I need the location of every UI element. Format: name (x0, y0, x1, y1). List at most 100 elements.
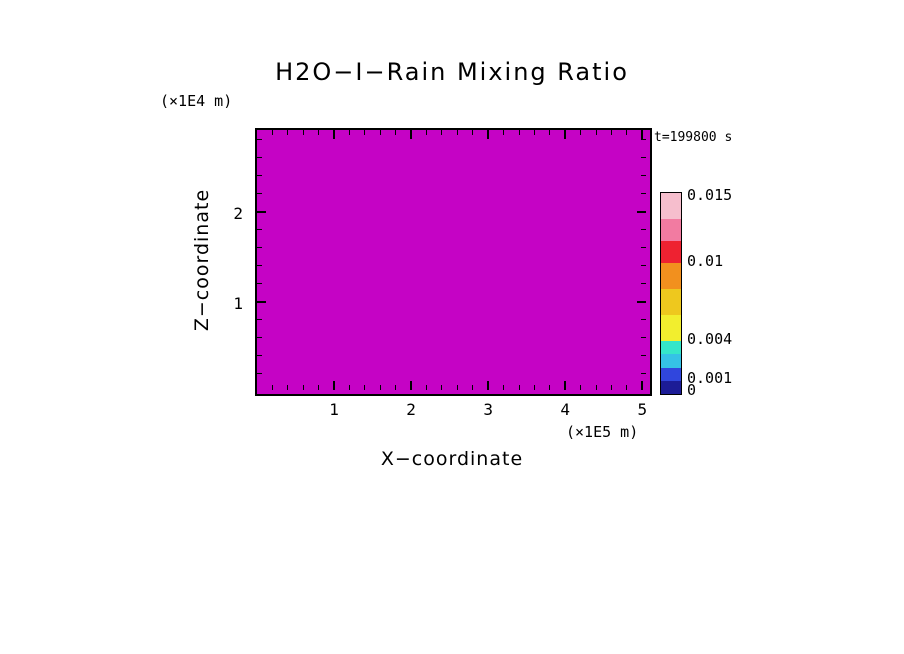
tick-mark (395, 130, 397, 135)
tick-mark (271, 385, 273, 390)
tick-mark (410, 130, 413, 139)
colorbar-label: 0 (687, 381, 697, 399)
plot-area (255, 128, 652, 396)
tick-mark (580, 130, 582, 135)
tick-mark (257, 175, 262, 177)
tick-mark (641, 175, 646, 177)
tick-mark (610, 130, 612, 135)
timestamp-label: t=199800 s (654, 130, 733, 145)
tick-mark (641, 283, 646, 285)
tick-mark (503, 385, 505, 390)
tick-mark (271, 130, 273, 135)
tick-mark (333, 130, 336, 139)
tick-mark (503, 130, 505, 135)
tick-mark (637, 210, 646, 213)
tick-mark (641, 337, 646, 339)
x-tick-label: 4 (560, 400, 571, 419)
colorbar-segment (661, 315, 681, 341)
tick-mark (441, 130, 443, 135)
tick-mark (257, 300, 266, 303)
colorbar-label: 0.01 (687, 252, 724, 270)
colorbar-segment (661, 354, 681, 368)
tick-mark (257, 319, 262, 321)
tick-mark (549, 385, 551, 390)
colorbar-label: 0.004 (687, 330, 733, 348)
y-axis-title-text: Z−coordinate (191, 188, 213, 332)
colorbar-segment (661, 219, 681, 241)
tick-mark (441, 385, 443, 390)
tick-mark (610, 385, 612, 390)
tick-mark (641, 229, 646, 231)
tick-mark (564, 381, 567, 390)
tick-mark (257, 210, 266, 213)
tick-mark (287, 385, 289, 390)
x-tick-label: 5 (637, 400, 648, 419)
tick-mark (641, 319, 646, 321)
tick-mark (626, 385, 628, 390)
tick-mark (595, 385, 597, 390)
tick-mark (302, 130, 304, 135)
tick-mark (257, 193, 262, 195)
tick-mark (637, 300, 646, 303)
tick-mark (518, 130, 520, 135)
tick-mark (257, 229, 262, 231)
tick-mark (333, 381, 336, 390)
tick-mark (379, 385, 381, 390)
tick-mark (456, 385, 458, 390)
colorbar-segment (661, 193, 681, 219)
colorbar-segment (661, 289, 681, 315)
y-axis-title: Z−coordinate (188, 128, 216, 392)
tick-mark (641, 139, 646, 141)
tick-mark (257, 247, 262, 249)
tick-mark (348, 130, 350, 135)
tick-mark (580, 385, 582, 390)
tick-mark (348, 385, 350, 390)
tick-mark (641, 355, 646, 357)
tick-mark (257, 265, 262, 267)
tick-mark (456, 130, 458, 135)
tick-mark (549, 130, 551, 135)
tick-mark (302, 385, 304, 390)
tick-mark (426, 130, 428, 135)
tick-mark (564, 130, 567, 139)
x-tick-label: 3 (483, 400, 493, 419)
tick-mark (533, 130, 535, 135)
tick-mark (257, 337, 262, 339)
tick-mark (472, 130, 474, 135)
tick-mark (641, 247, 646, 249)
tick-mark (364, 130, 366, 135)
x-axis-title: X−coordinate (380, 448, 524, 470)
chart-title: H2O−I−Rain Mixing Ratio (275, 58, 629, 86)
tick-mark (641, 193, 646, 195)
tick-mark (318, 385, 320, 390)
tick-mark (487, 381, 490, 390)
tick-mark (533, 385, 535, 390)
tick-mark (641, 157, 646, 159)
tick-mark (626, 130, 628, 135)
tick-mark (257, 355, 262, 357)
tick-mark (641, 265, 646, 267)
colorbar-label: 0.015 (687, 186, 733, 204)
y-tick-label: 2 (233, 203, 243, 223)
colorbar-segment (661, 241, 681, 263)
y-tick-label: 1 (233, 293, 243, 313)
x-tick-label: 2 (406, 400, 416, 419)
tick-mark (257, 283, 262, 285)
colorbar (660, 192, 682, 395)
tick-mark (487, 130, 490, 139)
y-axis-unit-label: (×1E4 m) (160, 92, 233, 110)
tick-mark (641, 373, 646, 375)
x-tick-label: 1 (329, 400, 339, 419)
colorbar-label: 0.001 (687, 369, 733, 387)
tick-mark (410, 381, 413, 390)
tick-mark (318, 130, 320, 135)
tick-mark (426, 385, 428, 390)
colorbar-segment (661, 341, 681, 354)
x-axis-unit-label: (×1E5 m) (566, 423, 639, 441)
tick-mark (257, 139, 262, 141)
tick-mark (395, 385, 397, 390)
colorbar-segment (661, 381, 681, 394)
colorbar-segment (661, 263, 681, 289)
tick-mark (379, 130, 381, 135)
